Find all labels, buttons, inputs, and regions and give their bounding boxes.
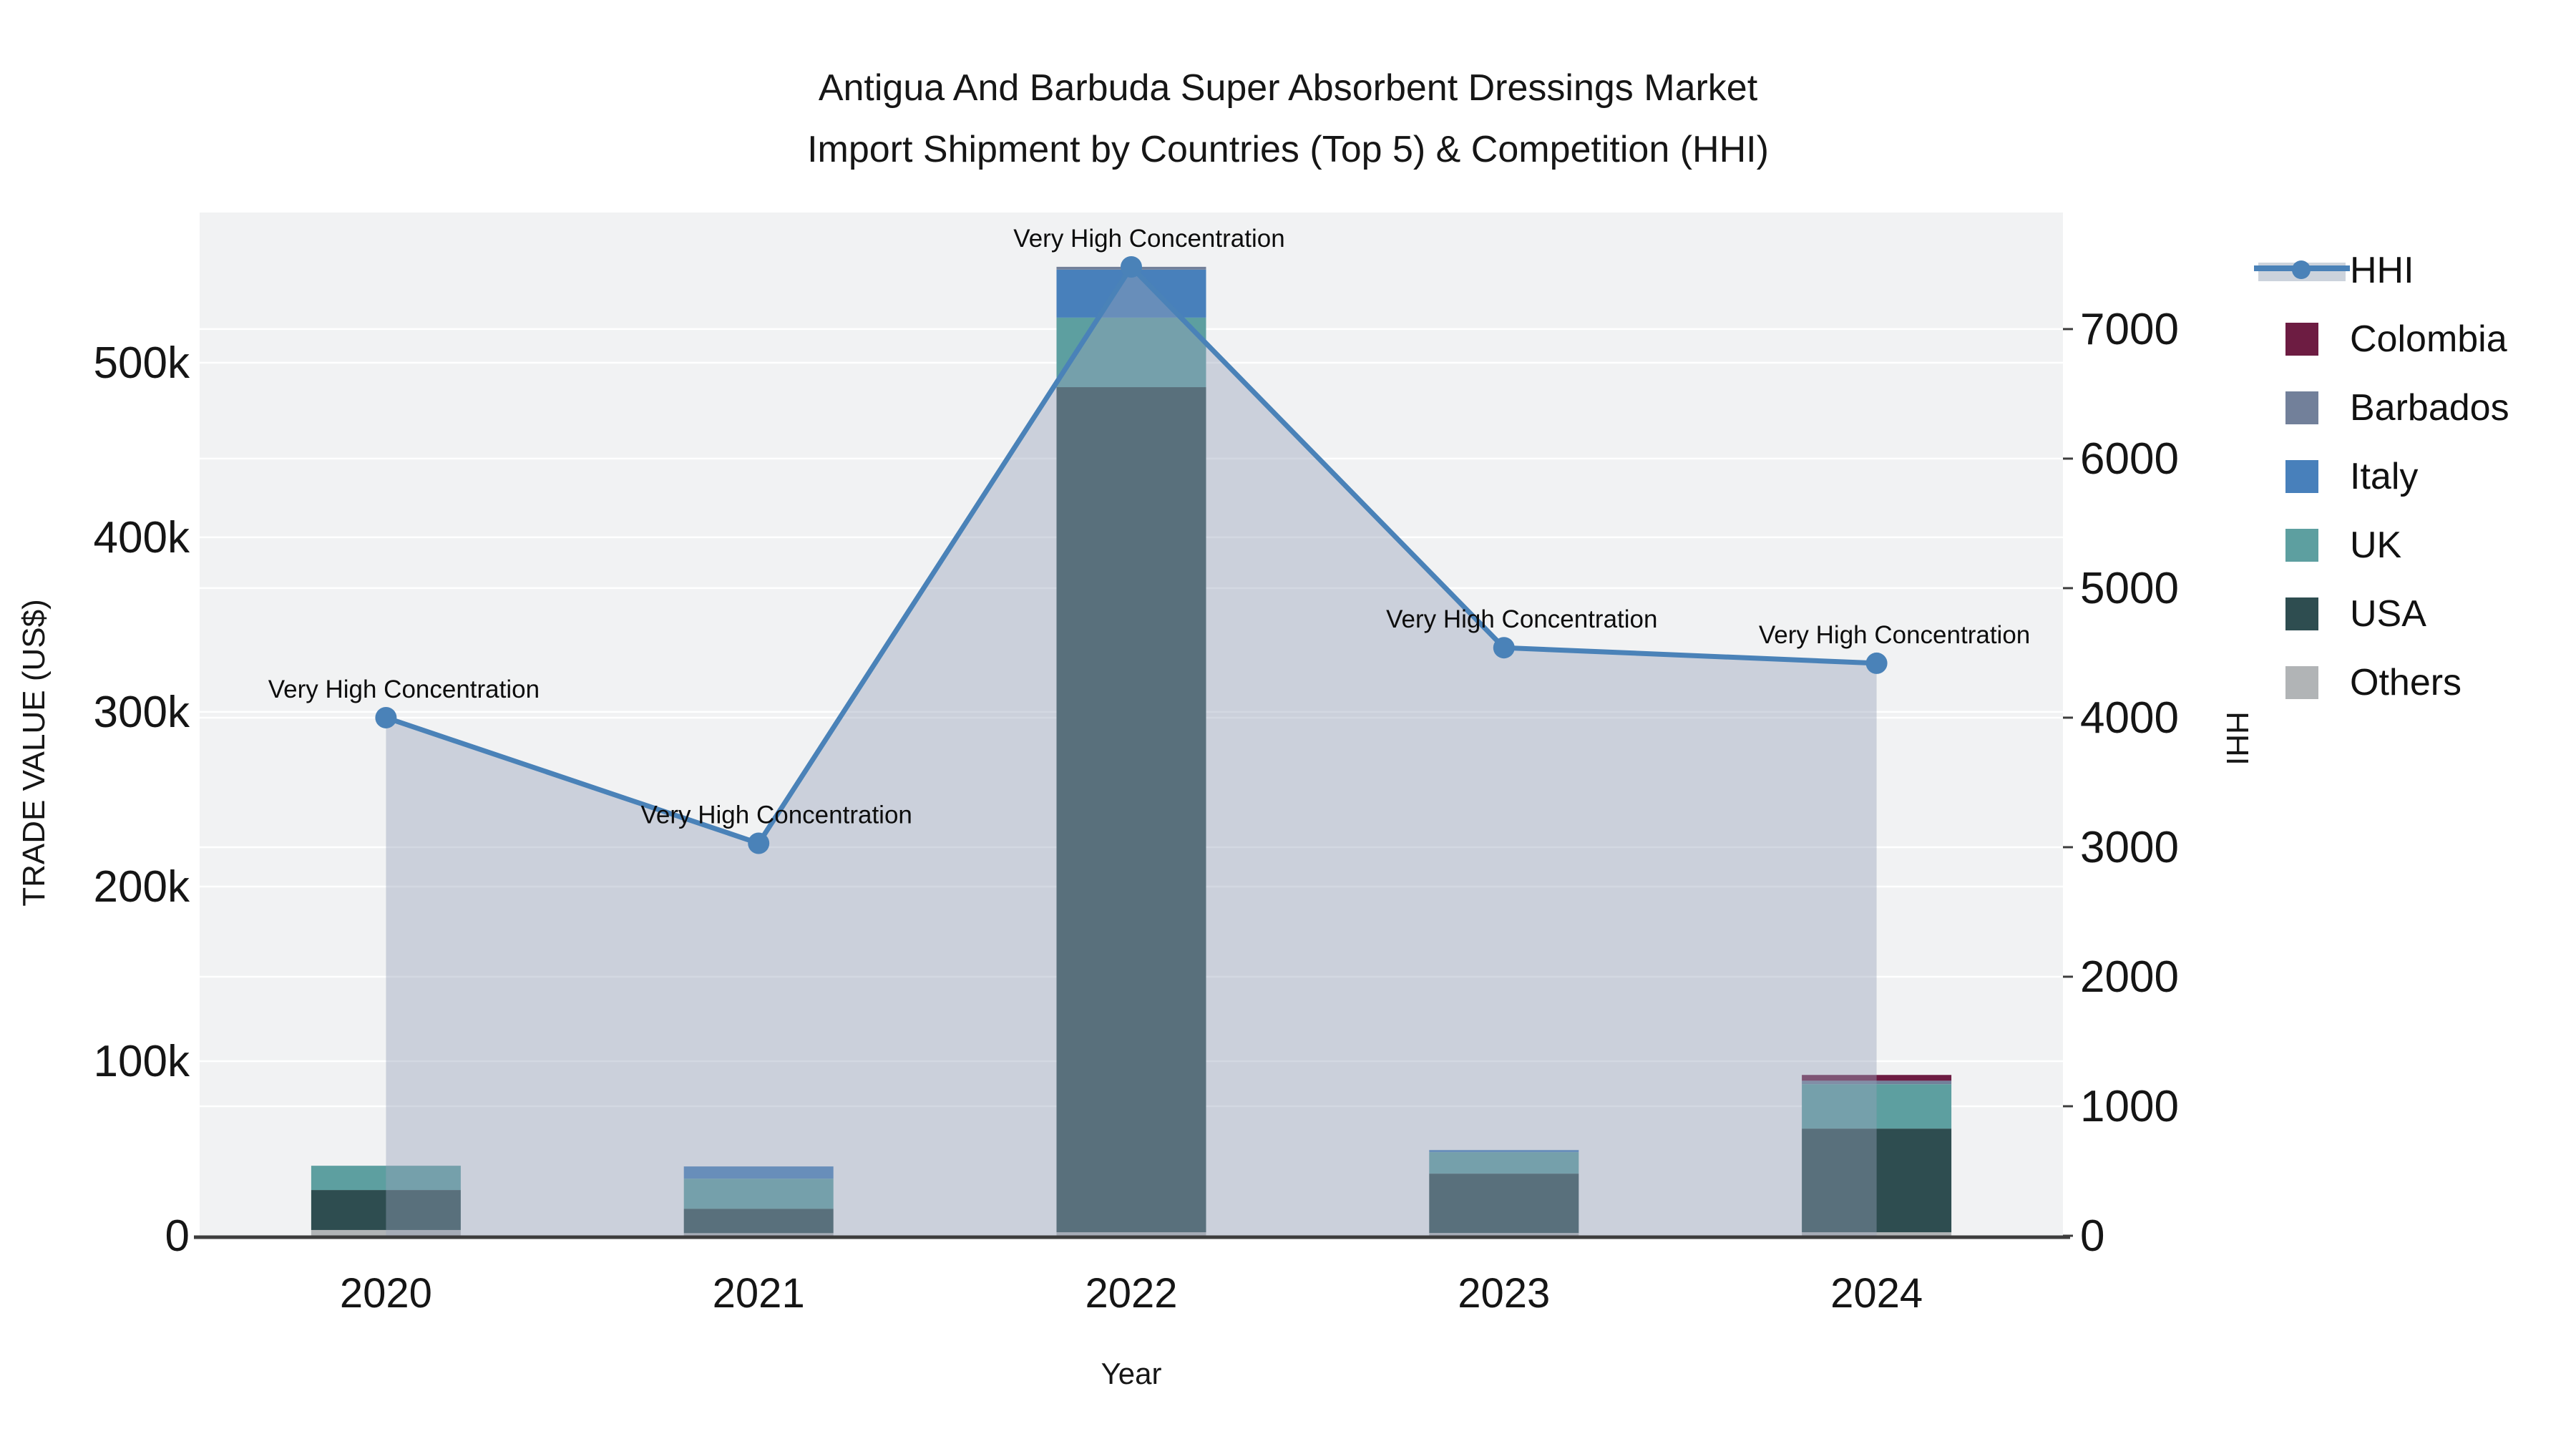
- chart-title-line1: Antigua And Barbuda Super Absorbent Dres…: [818, 67, 1758, 109]
- legend-item-others[interactable]: Others: [2254, 648, 2509, 717]
- y-axis-title-left: TRADE VALUE (US$): [16, 599, 52, 907]
- bar-segment-usa-2020: [311, 1190, 461, 1230]
- legend-item-hhi[interactable]: HHI: [2254, 236, 2509, 305]
- y-left-tick-label: 0: [165, 1211, 190, 1261]
- hhi-area-fill: [386, 267, 1877, 1236]
- hhi-point-2021: [748, 832, 770, 854]
- y-right-tick-label: 2000: [2080, 952, 2179, 1002]
- y-right-tick-label: 0: [2080, 1211, 2104, 1261]
- italy-swatch-icon: [2285, 460, 2318, 493]
- bar-segment-usa-2024: [1802, 1128, 1952, 1233]
- legend-label: Others: [2350, 662, 2462, 703]
- legend-label: Barbados: [2350, 387, 2509, 429]
- hhi-point-2020: [375, 706, 397, 728]
- bar-segment-others-2020: [311, 1229, 461, 1236]
- annotation-2024: Very High Concentration: [1759, 621, 2030, 649]
- bar-segment-uk-2020: [311, 1166, 461, 1191]
- bar-segment-uk-2023: [1429, 1152, 1579, 1174]
- y-left-tick-label: 500k: [94, 338, 190, 388]
- bar-segment-others-2022: [1056, 1232, 1206, 1236]
- y-right-tick-label: 5000: [2080, 564, 2179, 613]
- x-tick-label-2021: 2021: [713, 1270, 805, 1317]
- y-right-tick-label: 3000: [2080, 823, 2179, 872]
- y-left-tick-label: 100k: [94, 1037, 190, 1086]
- bar-segment-italy-2021: [683, 1166, 834, 1179]
- y-left-tick-label: 400k: [94, 513, 190, 562]
- y-left-tick-label: 200k: [94, 862, 190, 912]
- y-right-tick-label: 4000: [2080, 693, 2179, 743]
- legend-label: UK: [2350, 525, 2402, 566]
- y-left-tick-label: 300k: [94, 688, 190, 737]
- legend-label: HHI: [2350, 250, 2414, 291]
- chart-title-line2: Import Shipment by Countries (Top 5) & C…: [807, 129, 1769, 170]
- colombia-swatch-icon: [2285, 323, 2318, 356]
- bar-segment-barbados-2024: [1802, 1080, 1952, 1085]
- legend-label: Italy: [2350, 456, 2419, 497]
- bar-segment-uk-2022: [1056, 317, 1206, 388]
- usa-swatch-icon: [2285, 597, 2318, 630]
- uk-swatch-icon: [2285, 529, 2318, 562]
- y-right-tick-label: 1000: [2080, 1082, 2179, 1131]
- barbados-swatch-icon: [2285, 391, 2318, 424]
- annotation-2021: Very High Concentration: [641, 801, 912, 829]
- x-tick-label-2022: 2022: [1085, 1270, 1177, 1317]
- x-tick-label-2020: 2020: [340, 1270, 432, 1317]
- hhi-point-2024: [1865, 652, 1888, 674]
- bar-segment-uk-2021: [683, 1179, 834, 1209]
- legend-label: USA: [2350, 593, 2426, 635]
- legend-item-barbados[interactable]: Barbados: [2254, 374, 2509, 442]
- legend-item-colombia[interactable]: Colombia: [2254, 305, 2509, 374]
- x-axis-title: Year: [1101, 1357, 1162, 1390]
- x-tick-label-2023: 2023: [1458, 1270, 1550, 1317]
- y-right-tick-label: 7000: [2080, 305, 2179, 354]
- bar-segment-italy-2023: [1429, 1150, 1579, 1153]
- bar-segment-usa-2022: [1056, 387, 1206, 1233]
- bar-segment-usa-2021: [683, 1209, 834, 1234]
- legend-label: Colombia: [2350, 318, 2507, 360]
- annotation-2020: Very High Concentration: [268, 675, 540, 703]
- bar-segment-others-2021: [683, 1233, 834, 1236]
- bar-segment-uk-2024: [1802, 1084, 1952, 1129]
- y-right-tick-label: 6000: [2080, 434, 2179, 484]
- annotation-2023: Very High Concentration: [1386, 605, 1657, 633]
- bar-segment-usa-2023: [1429, 1174, 1579, 1234]
- legend-item-uk[interactable]: UK: [2254, 511, 2509, 580]
- hhi-point-2022: [1121, 256, 1142, 278]
- annotation-2022: Very High Concentration: [1013, 225, 1284, 253]
- bar-segment-others-2023: [1429, 1233, 1579, 1236]
- legend-item-usa[interactable]: USA: [2254, 580, 2509, 648]
- legend: HHI Colombia Barbados Italy UK USA Other…: [2254, 236, 2509, 717]
- bar-segment-others-2024: [1802, 1232, 1952, 1236]
- hhi-line-icon: [2254, 256, 2350, 285]
- hhi-point-2023: [1493, 637, 1515, 659]
- legend-item-italy[interactable]: Italy: [2254, 442, 2509, 511]
- bar-segment-colombia-2024: [1802, 1075, 1952, 1081]
- chart-title: Antigua And Barbuda Super Absorbent Dres…: [0, 57, 2576, 180]
- y-axis-title-right: HHI: [2220, 711, 2255, 766]
- others-swatch-icon: [2285, 666, 2318, 699]
- x-tick-label-2024: 2024: [1830, 1270, 1923, 1317]
